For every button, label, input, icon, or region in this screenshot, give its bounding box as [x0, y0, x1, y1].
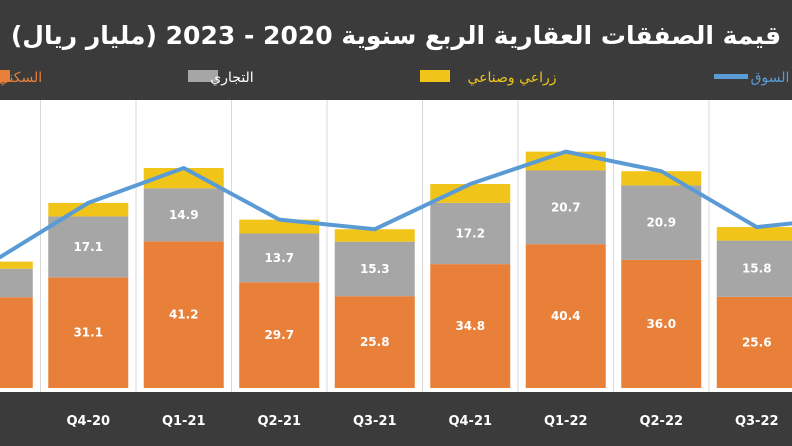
x-tick-label: Q3-22 [735, 414, 779, 429]
market-total-label: 44.6 [357, 197, 392, 213]
bar-segment-2 [0, 261, 33, 269]
bar-segment-2 [430, 184, 511, 203]
data-label: 15.8 [742, 262, 772, 276]
legend-swatch-2 [420, 70, 450, 82]
data-label: 25.8 [360, 335, 390, 349]
bar-segment-2 [716, 227, 792, 241]
bar-segment-1 [525, 170, 606, 245]
bar-segment-0 [621, 259, 702, 388]
chart-title: قيمة الصفقات العقارية الربع سنوية 2020 -… [11, 21, 781, 51]
x-tick-label: Q4-21 [448, 414, 492, 429]
bar-segment-1 [48, 216, 129, 278]
market-total-label: 61.8 [166, 136, 201, 152]
bar-segment-1 [239, 233, 320, 283]
data-label: 15.3 [360, 262, 390, 276]
x-tick-label: Q2-21 [257, 414, 301, 429]
bar-segment-1 [430, 202, 511, 265]
data-label: 36.0 [646, 317, 676, 331]
data-label: 29.7 [264, 328, 294, 342]
market-line [0, 149, 792, 260]
legend-label-3: السوق [751, 70, 790, 86]
legend-swatch-1 [188, 70, 218, 82]
data-label: 25.6 [742, 335, 772, 349]
data-label: 31.1 [73, 326, 103, 340]
market-total-label: 47.3 [262, 188, 297, 204]
bar-segment-0 [525, 244, 606, 388]
bar-segment-0 [48, 277, 129, 388]
market-total-label: 45.2 [739, 195, 774, 211]
bar-segment-0 [143, 241, 224, 388]
data-label: 14.9 [169, 208, 199, 222]
x-tick-label: Q4-20 [66, 414, 110, 429]
market-total-label: 52.0 [71, 171, 106, 187]
bar-segment-0 [0, 297, 33, 388]
x-tick-label: Q1-21 [162, 414, 206, 429]
legend-swatch-line [714, 74, 748, 79]
bar-segment-0 [239, 282, 320, 388]
data-label: 20.9 [646, 216, 676, 230]
data-label: 17.1 [73, 240, 103, 254]
x-tick-label: Q1-22 [544, 414, 588, 429]
legend-label-1: التجاري [210, 70, 253, 86]
bar-segment-1 [143, 188, 224, 242]
legend-label-2: زراعي وصناعي [467, 70, 556, 86]
bar-segment-2 [143, 168, 224, 189]
bar-segment-2 [334, 229, 415, 242]
legend-swatch-0 [0, 70, 10, 82]
data-label: 13.7 [264, 251, 294, 265]
legend-label-0: السكني [0, 70, 42, 86]
market-total-label: 66.4 [548, 120, 583, 136]
bar-segment-1 [334, 241, 415, 297]
data-label: 41.2 [169, 308, 199, 322]
market-total-label: 57.3 [453, 152, 488, 168]
x-tick-label: Q3-21 [353, 414, 397, 429]
bar-segment-1 [0, 268, 33, 298]
bar-segment-1 [621, 185, 702, 260]
data-label: 40.4 [551, 309, 581, 323]
data-label: 34.8 [455, 319, 485, 333]
bar-segment-0 [430, 264, 511, 388]
market-total-label: 60.9 [644, 139, 679, 155]
data-label: 20.7 [551, 200, 581, 214]
bar-segment-0 [716, 296, 792, 388]
data-label: 17.2 [455, 227, 485, 241]
bar-segment-0 [334, 296, 415, 388]
x-tick-label: Q2-22 [639, 414, 683, 429]
bar-segment-1 [716, 240, 792, 297]
